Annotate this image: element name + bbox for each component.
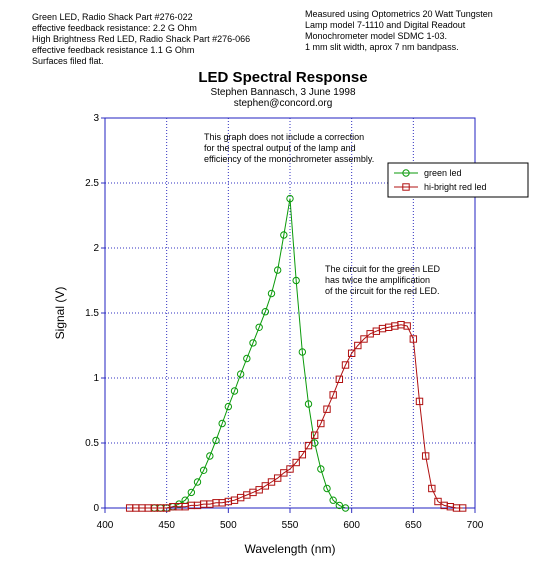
legend-marker xyxy=(402,169,410,177)
point xyxy=(280,469,288,477)
x-tick-label: 400 xyxy=(97,520,114,531)
annotation: efficiency of the monochrometer assembly… xyxy=(204,154,374,164)
point xyxy=(249,339,257,347)
x-tick-label: 500 xyxy=(220,520,237,531)
y-tick-label: 1.5 xyxy=(85,308,99,319)
y-tick-label: 3 xyxy=(93,113,99,124)
point xyxy=(428,484,436,493)
point xyxy=(193,478,202,486)
chart-title: LED Spectral Response xyxy=(198,69,367,86)
point xyxy=(304,441,313,450)
x-tick-label: 650 xyxy=(405,520,422,531)
point xyxy=(230,387,239,395)
y-tick-label: 0.5 xyxy=(85,438,99,449)
annotation: has twice the amplification xyxy=(325,275,430,285)
note: Surfaces filed flat. xyxy=(32,56,104,66)
note: 1 mm slit width, aprox 7 nm bandpass. xyxy=(305,42,459,52)
x-tick-label: 550 xyxy=(282,520,299,531)
point xyxy=(341,361,350,369)
point xyxy=(335,375,344,384)
point xyxy=(267,478,276,486)
x-tick-label: 450 xyxy=(158,520,175,531)
note: Green LED, Radio Shack Part #276-022 xyxy=(32,12,193,22)
point xyxy=(261,308,270,316)
y-axis-label: Signal (V) xyxy=(53,287,67,340)
annotation: of the circuit for the red LED. xyxy=(325,286,440,296)
y-tick-label: 1 xyxy=(93,373,99,384)
note: Measured using Optometrics 20 Watt Tungs… xyxy=(305,9,493,19)
point xyxy=(421,452,430,460)
legend-marker xyxy=(402,183,410,191)
note: effective feedback resistance 1.1 G Ohm xyxy=(32,45,194,55)
point xyxy=(218,419,226,428)
point xyxy=(286,465,294,473)
point xyxy=(317,465,325,473)
note: effective feedback resistance: 2.2 G Ohm xyxy=(32,23,197,33)
point xyxy=(434,497,442,506)
point xyxy=(298,451,307,459)
point xyxy=(255,323,263,331)
legend-box xyxy=(387,162,529,198)
point xyxy=(292,276,300,285)
annotation: for the spectral output of the lamp and xyxy=(204,143,356,153)
point xyxy=(335,501,344,510)
point xyxy=(286,194,294,203)
point xyxy=(199,466,208,474)
legend-label: hi-bright red led xyxy=(424,182,487,192)
note: Lamp model 7-1110 and Digital Readout xyxy=(305,20,466,30)
point xyxy=(458,504,467,512)
point xyxy=(187,488,196,497)
point xyxy=(273,266,282,274)
point xyxy=(409,335,418,343)
x-tick-label: 700 xyxy=(467,520,484,531)
point xyxy=(255,486,263,494)
point xyxy=(212,436,220,445)
point xyxy=(267,289,276,298)
point xyxy=(354,341,362,350)
point xyxy=(347,349,356,358)
point xyxy=(224,402,233,411)
x-axis-label: Wavelength (nm) xyxy=(245,542,336,556)
point xyxy=(273,474,282,482)
point xyxy=(280,231,288,239)
note: High Brightness Red LED, Radio Shack Par… xyxy=(32,34,250,44)
point xyxy=(360,335,368,343)
line xyxy=(129,324,463,509)
point xyxy=(403,322,411,330)
point xyxy=(298,348,307,356)
point xyxy=(304,400,313,408)
point xyxy=(236,370,245,378)
y-tick-label: 2 xyxy=(93,243,99,254)
point xyxy=(206,452,214,460)
point xyxy=(310,431,319,439)
point xyxy=(317,419,325,428)
point xyxy=(323,484,331,493)
point xyxy=(323,405,331,413)
annotation: The circuit for the green LED xyxy=(325,264,441,274)
subtitle: stephen@concord.org xyxy=(234,98,333,109)
point xyxy=(329,496,337,504)
legend-label: green led xyxy=(424,168,462,178)
plot-frame xyxy=(104,117,476,509)
y-tick-label: 2.5 xyxy=(85,178,99,189)
note: Monochrometer model SDMC 1-03. xyxy=(305,31,447,41)
line xyxy=(154,198,346,509)
point xyxy=(243,354,251,363)
point xyxy=(341,504,350,512)
y-tick-label: 0 xyxy=(93,503,99,514)
point xyxy=(261,482,270,490)
subtitle: Stephen Bannasch, 3 June 1998 xyxy=(210,87,356,98)
annotation: This graph does not include a correction xyxy=(204,132,364,142)
point xyxy=(292,458,300,467)
point xyxy=(415,397,424,406)
point xyxy=(329,391,337,399)
x-tick-label: 600 xyxy=(343,520,360,531)
